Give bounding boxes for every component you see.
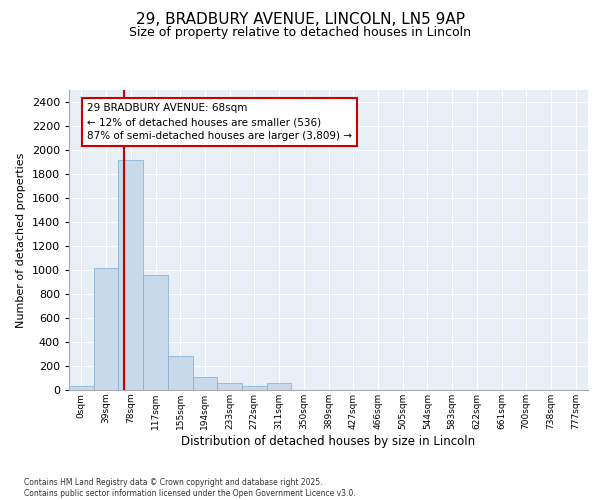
Text: Contains HM Land Registry data © Crown copyright and database right 2025.
Contai: Contains HM Land Registry data © Crown c… [24, 478, 356, 498]
Bar [69, 386, 94, 390]
Bar [217, 384, 242, 390]
Bar [267, 384, 292, 390]
Y-axis label: Number of detached properties: Number of detached properties [16, 152, 26, 328]
Bar [118, 160, 143, 390]
X-axis label: Distribution of detached houses by size in Lincoln: Distribution of detached houses by size … [181, 434, 476, 448]
Bar [168, 356, 193, 390]
Bar [242, 386, 267, 390]
Bar [193, 378, 217, 390]
Text: 29, BRADBURY AVENUE, LINCOLN, LN5 9AP: 29, BRADBURY AVENUE, LINCOLN, LN5 9AP [136, 12, 464, 28]
Bar [143, 275, 168, 390]
Text: Size of property relative to detached houses in Lincoln: Size of property relative to detached ho… [129, 26, 471, 39]
Bar [94, 268, 118, 390]
Text: 29 BRADBURY AVENUE: 68sqm
← 12% of detached houses are smaller (536)
87% of semi: 29 BRADBURY AVENUE: 68sqm ← 12% of detac… [87, 103, 352, 141]
